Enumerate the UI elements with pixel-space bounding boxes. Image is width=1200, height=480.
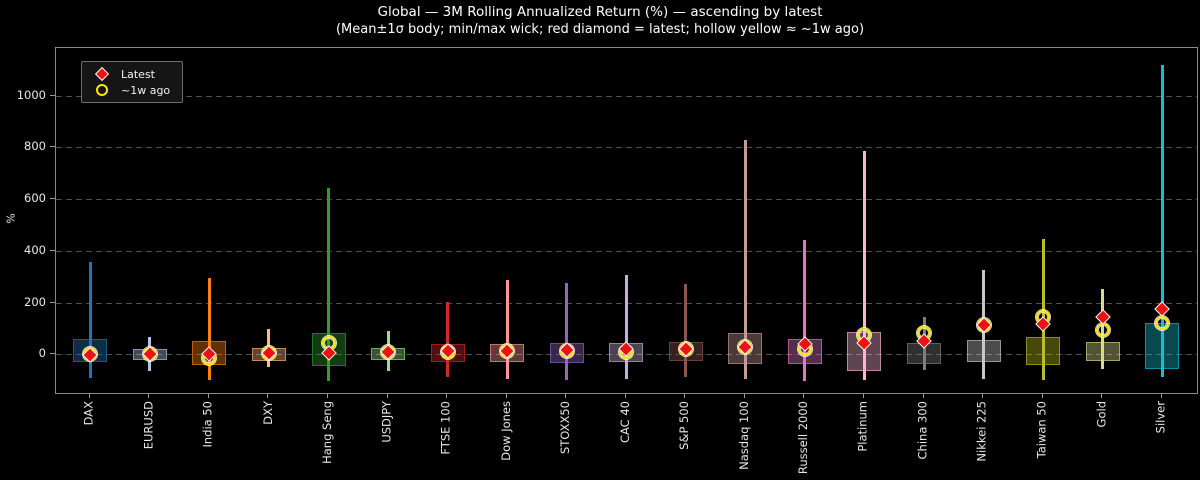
minmax-wick xyxy=(1041,238,1045,380)
x-tick-label-text: CAC 40 xyxy=(617,401,632,444)
x-tick-label-text: DXY xyxy=(260,401,275,425)
y-tick-label: 400 xyxy=(24,242,46,257)
week-ago-circle-marker xyxy=(1095,323,1110,338)
y-tick-label: 1000 xyxy=(16,87,46,102)
x-tick-label-text: S&P 500 xyxy=(677,401,692,450)
x-tick-mark xyxy=(446,394,448,398)
x-tick-mark xyxy=(922,394,924,398)
minmax-wick xyxy=(684,283,688,377)
mean-sigma-body xyxy=(966,340,1001,363)
minmax-wick xyxy=(803,240,807,381)
x-tick-mark xyxy=(624,394,626,398)
minmax-wick xyxy=(743,139,747,380)
x-tick-label-text: Dow Jones xyxy=(498,401,513,461)
y-tick-mark xyxy=(50,198,55,200)
x-tick-mark xyxy=(207,394,209,398)
x-tick-label-text: India 50 xyxy=(200,401,215,448)
minmax-wick xyxy=(88,261,92,379)
chart-title: Global — 3M Rolling Annualized Return (%… xyxy=(377,4,823,20)
x-tick-mark xyxy=(1101,394,1103,398)
plot-area xyxy=(55,47,1198,394)
x-tick-label-text: Silver xyxy=(1153,401,1168,434)
minmax-wick xyxy=(505,279,509,380)
chart-subtitle: (Mean±1σ body; min/max wick; red diamond… xyxy=(335,22,865,37)
y-tick-label: 0 xyxy=(38,346,46,361)
minmax-wick xyxy=(1160,65,1164,378)
gridline xyxy=(56,250,1197,252)
x-tick-label-text: China 300 xyxy=(915,401,930,460)
x-tick-mark xyxy=(684,394,686,398)
x-tick-mark xyxy=(148,394,150,398)
y-tick-mark xyxy=(50,353,55,355)
y-tick-label: 600 xyxy=(24,191,46,206)
gridline xyxy=(56,199,1197,201)
y-tick-mark xyxy=(50,301,55,303)
title-block: Global — 3M Rolling Annualized Return (%… xyxy=(0,4,1200,38)
x-tick-label-text: EURUSD xyxy=(141,401,156,450)
x-tick-mark xyxy=(267,394,269,398)
legend-latest-label: Latest xyxy=(121,67,155,81)
x-tick-label-text: Nasdaq 100 xyxy=(736,401,751,470)
x-tick-mark xyxy=(803,394,805,398)
x-tick-label-text: STOXX50 xyxy=(558,401,573,455)
x-tick-mark xyxy=(386,394,388,398)
x-tick-mark xyxy=(1160,394,1162,398)
y-tick-mark xyxy=(50,94,55,96)
mean-sigma-body xyxy=(1026,336,1061,366)
x-tick-label-text: FTSE 100 xyxy=(439,401,454,455)
latest-diamond-icon xyxy=(91,66,113,82)
minmax-wick xyxy=(207,278,211,381)
x-tick-mark xyxy=(505,394,507,398)
latest-diamond-marker xyxy=(1154,301,1170,317)
gridline xyxy=(56,147,1197,149)
x-tick-label-text: Taiwan 50 xyxy=(1034,401,1049,459)
x-tick-label-text: Platinum xyxy=(855,401,870,452)
mean-sigma-body xyxy=(1145,323,1180,370)
x-tick-label-text: USDJPY xyxy=(379,401,394,443)
y-axis-label: % xyxy=(4,213,18,224)
x-tick-label-text: DAX xyxy=(81,401,96,426)
minmax-wick xyxy=(327,187,330,381)
x-tick-label-text: Gold xyxy=(1094,401,1109,428)
legend-item-latest: Latest xyxy=(91,66,170,82)
x-tick-mark xyxy=(982,394,984,398)
legend-week-ago-label: ~1w ago xyxy=(121,83,171,97)
y-tick-label: 200 xyxy=(24,294,46,309)
legend: Latest ~1w ago xyxy=(81,61,184,103)
x-tick-label-text: Hang Seng xyxy=(320,401,334,464)
legend-item-week-ago: ~1w ago xyxy=(91,82,170,98)
x-tick-mark xyxy=(88,394,90,398)
y-tick-mark xyxy=(50,249,55,251)
x-tick-label-text: Russell 2000 xyxy=(796,401,811,475)
x-tick-label-text: Nikkei 225 xyxy=(975,401,990,462)
week-ago-circle-icon xyxy=(91,84,113,96)
x-tick-mark xyxy=(327,394,328,398)
latest-diamond-marker xyxy=(1094,309,1111,325)
mean-sigma-body xyxy=(1085,341,1120,361)
minmax-wick xyxy=(446,301,450,378)
x-tick-mark xyxy=(743,394,745,398)
gridline xyxy=(56,95,1197,97)
x-tick-mark xyxy=(862,394,864,398)
y-tick-label: 800 xyxy=(24,139,46,154)
y-tick-mark xyxy=(50,146,55,148)
x-tick-mark xyxy=(1041,394,1043,398)
minmax-wick xyxy=(862,150,866,380)
minmax-wick xyxy=(565,282,569,380)
minmax-wick xyxy=(624,275,628,379)
week-ago-circle-marker xyxy=(1155,316,1170,331)
x-tick-mark xyxy=(565,394,567,398)
